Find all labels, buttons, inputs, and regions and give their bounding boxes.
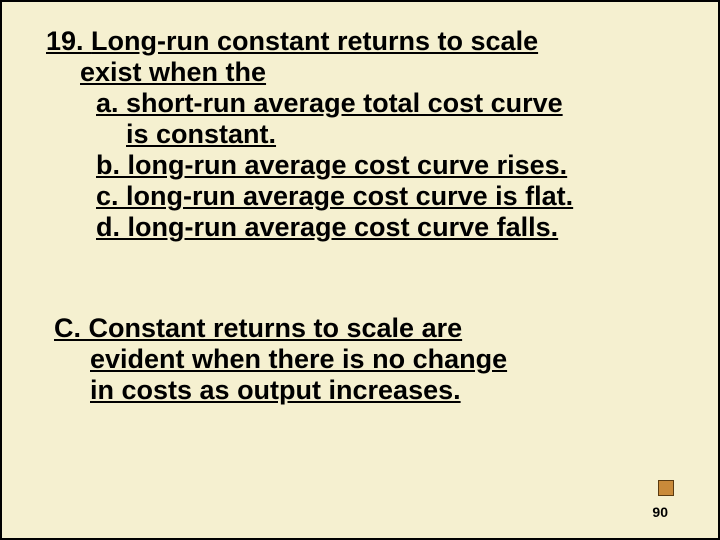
slide-container: 19. Long-run constant returns to scale e… <box>2 2 718 538</box>
question-stem-line1: 19. Long-run constant returns to scale <box>46 26 674 57</box>
option-d: d. long-run average cost curve falls. <box>46 212 674 243</box>
decorative-square-icon <box>658 480 674 496</box>
question-block: 19. Long-run constant returns to scale e… <box>46 26 674 243</box>
answer-line2: evident when there is no change <box>46 344 674 375</box>
answer-line3: in costs as output increases. <box>46 375 674 406</box>
option-a-line1: a. short-run average total cost curve <box>46 88 674 119</box>
question-stem-line2: exist when the <box>46 57 674 88</box>
answer-block: C. Constant returns to scale are evident… <box>46 313 674 406</box>
option-c: c. long-run average cost curve is flat. <box>46 181 674 212</box>
option-a-line2: is constant. <box>46 119 674 150</box>
answer-line1: C. Constant returns to scale are <box>46 313 674 344</box>
page-number: 90 <box>652 504 668 520</box>
question-number: 19. <box>46 26 91 56</box>
question-stem-text1: Long-run constant returns to scale <box>91 26 538 56</box>
option-b: b. long-run average cost curve rises. <box>46 150 674 181</box>
